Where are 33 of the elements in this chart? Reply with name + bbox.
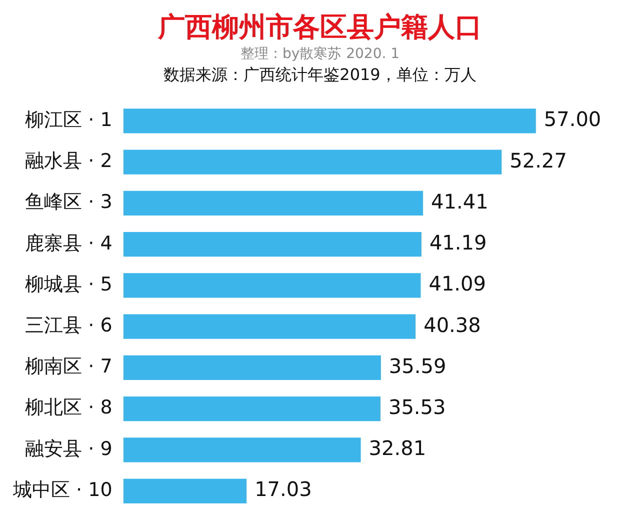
bar (123, 150, 502, 174)
data-label: 57.00 (544, 107, 602, 132)
chart-subtitle: 整理：by散寒苏 2020. 1 (239, 45, 401, 64)
y-tick-label: 柳城县 · 5 (25, 273, 112, 296)
y-tick-label: 三江县 · 6 (25, 314, 112, 336)
data-label: 17.03 (254, 477, 312, 502)
bar (123, 273, 421, 298)
bar (123, 190, 424, 216)
y-tick-label: 鹿寨县 · 4 (25, 232, 112, 254)
data-label: 41.19 (429, 230, 487, 255)
y-tick-label: 柳江区 · 1 (25, 108, 112, 131)
data-label: 40.38 (424, 312, 481, 337)
y-tick-label: 鱼峰区 · 3 (25, 191, 112, 214)
bar (123, 355, 381, 380)
data-label: 35.53 (388, 395, 446, 420)
data-label: 35.59 (388, 354, 446, 378)
y-tick-label: 柳北区 · 8 (25, 396, 112, 419)
bar (123, 438, 361, 462)
bar (123, 478, 247, 504)
bar (123, 396, 380, 422)
y-tick-label: 城中区 · 10 (12, 478, 112, 501)
y-tick-label: 融安县 · 9 (25, 438, 112, 460)
source-note: 数据来源：广西统计年鉴2019，单位：万人 (162, 64, 478, 86)
y-tick-label: 柳南区 · 7 (25, 356, 112, 378)
y-tick-label: 融水县 · 2 (25, 150, 112, 172)
data-label: 32.81 (368, 436, 426, 460)
data-label: 41.41 (431, 189, 488, 214)
bar (123, 314, 416, 339)
data-label: 52.27 (510, 148, 567, 172)
bar (123, 232, 422, 257)
chart-title: 广西柳州市各区县户籍人口 (156, 12, 483, 44)
data-label: 41.09 (428, 272, 486, 296)
bar (123, 108, 536, 134)
